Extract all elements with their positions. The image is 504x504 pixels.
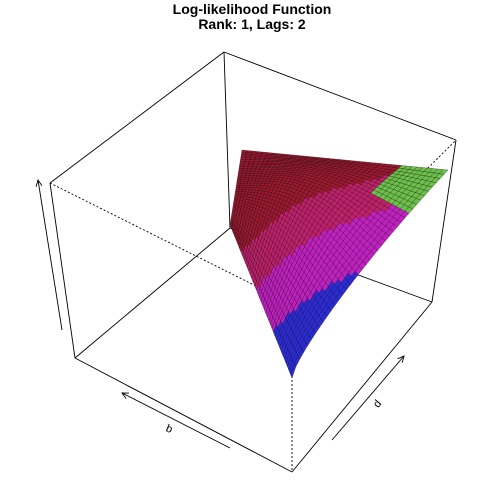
surface-facet (243, 162, 250, 166)
surface-facet (251, 150, 258, 154)
box-edge (74, 357, 293, 473)
y-axis-arrow (331, 355, 405, 441)
surface-facet (241, 191, 246, 195)
surface-facet (238, 191, 242, 194)
surface-facet (240, 159, 246, 162)
box-edge (291, 301, 433, 473)
surface-facet (235, 189, 240, 192)
box-edge (223, 51, 457, 141)
box-edge (49, 51, 225, 184)
surface-facet (261, 162, 268, 165)
surface-facet (248, 162, 254, 165)
chart-title: Log-likelihood Function Rank: 1, Lags: 2 (0, 2, 504, 32)
surface-facet (242, 185, 247, 188)
surface-facet (252, 164, 258, 167)
surface-facet (244, 159, 251, 162)
surface-facet (238, 170, 244, 173)
surface-facet (257, 161, 264, 164)
surface-facet (240, 177, 246, 180)
surface-facet (244, 161, 250, 164)
subtitle-line: Rank: 1, Lags: 2 (198, 16, 306, 32)
surface-facet (241, 189, 246, 192)
z-axis-arrow-head (35, 178, 43, 187)
y-axis-arrow-head (397, 355, 405, 363)
surface-facet (242, 168, 248, 171)
surface-facet (235, 185, 240, 188)
surface-facet (236, 181, 241, 184)
x-axis-arrow (121, 392, 231, 449)
surface-facet (256, 151, 263, 154)
surface-facet (260, 165, 266, 168)
surface-facet (238, 166, 244, 169)
surface-facet (243, 193, 248, 197)
surface-facet (261, 151, 269, 155)
surface-facet (238, 187, 243, 190)
surface-facet (239, 185, 244, 188)
surface-facet (245, 157, 251, 160)
surface-facet (242, 187, 247, 190)
surface-facet (252, 162, 259, 165)
surface-facet (259, 158, 266, 160)
box-edge-hidden (291, 139, 457, 305)
surface-facet (245, 185, 251, 188)
surface-facet (257, 162, 263, 165)
surface-facet (239, 183, 244, 186)
box-edge-hidden (49, 182, 293, 305)
surface-facet (246, 150, 253, 153)
surface-mesh (229, 149, 449, 379)
surface-facet (239, 162, 245, 166)
x-axis-label: b (164, 423, 174, 436)
box-edge (431, 139, 457, 303)
surface-facet (241, 149, 248, 153)
surface-facet (240, 179, 245, 182)
title-line: Log-likelihood Function (172, 1, 332, 17)
z-axis-arrow (37, 179, 63, 331)
surface-facet (239, 161, 245, 164)
surface-facet (248, 161, 255, 164)
surface-facet (239, 164, 245, 168)
surface-facet (247, 166, 253, 169)
box-edge (223, 51, 231, 229)
y-axis-label: d (371, 398, 384, 410)
x-axis-arrow-head (121, 392, 130, 399)
surface-facet (258, 159, 265, 162)
surface-facet (247, 178, 253, 182)
surface-facet (271, 152, 279, 155)
surface-facet (243, 181, 248, 184)
surface-facet (243, 164, 249, 167)
bounding-box (49, 51, 457, 473)
surface-facet (253, 161, 259, 164)
box-edge (49, 182, 76, 359)
surface-facet (235, 187, 240, 190)
surface-facet (238, 189, 243, 192)
box-edge (74, 227, 231, 359)
surface-facet (241, 171, 247, 175)
axis-arrows (35, 178, 405, 449)
surface-facet (249, 159, 255, 162)
surface-facet (243, 183, 248, 186)
surface-facet (234, 191, 239, 194)
surface-facet (253, 159, 260, 162)
surface-facet (256, 164, 263, 167)
